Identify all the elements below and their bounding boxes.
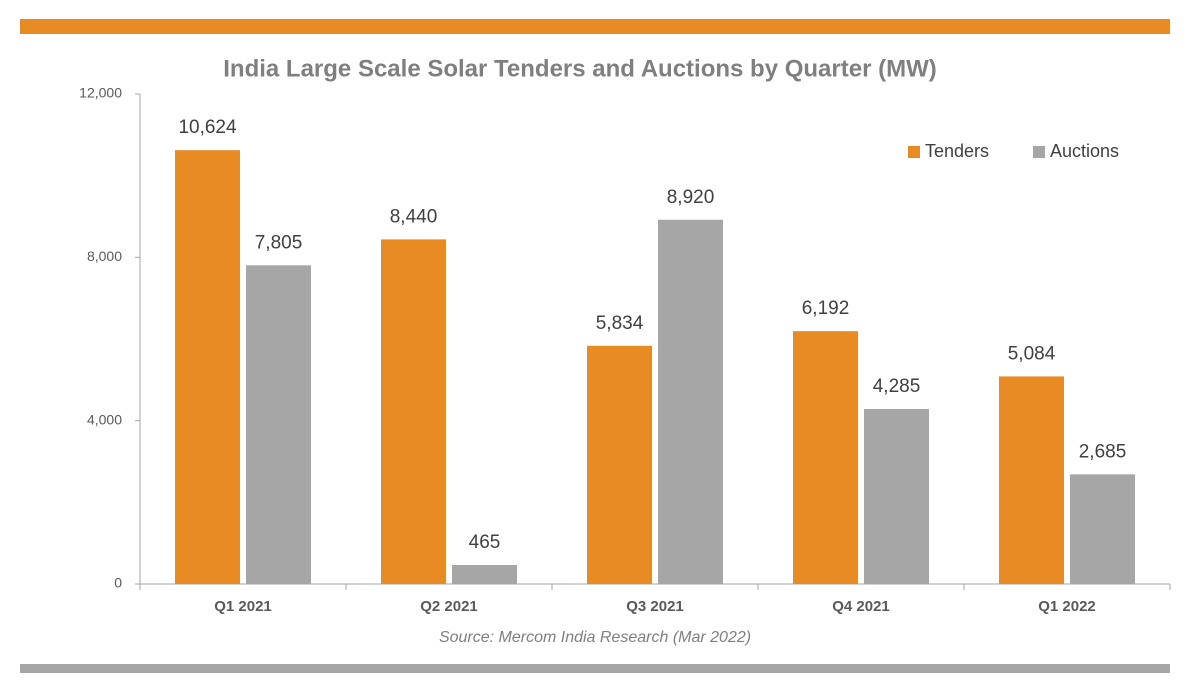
x-tick-label: Q1 2022: [1038, 598, 1096, 615]
legend-swatch: [908, 146, 920, 158]
legend-swatch: [1033, 146, 1045, 158]
bar: [999, 376, 1064, 584]
y-tick-label: 8,000: [87, 248, 122, 264]
x-tick-label: Q2 2021: [420, 598, 478, 615]
bar: [1070, 474, 1135, 584]
x-tick-label: Q1 2021: [214, 598, 272, 615]
value-label: 8,920: [667, 187, 715, 208]
bar: [175, 150, 240, 585]
value-label: 465: [469, 532, 501, 553]
value-label: 2,685: [1079, 441, 1127, 462]
legend-label: Tenders: [925, 141, 989, 161]
bar: [793, 331, 858, 584]
value-label: 6,192: [802, 298, 850, 319]
top-banner: [20, 19, 1170, 34]
y-tick-label: 4,000: [87, 411, 122, 427]
bottom-banner: [20, 664, 1170, 673]
value-label: 5,084: [1008, 343, 1056, 364]
y-tick-label: 0: [114, 575, 122, 591]
value-label: 7,805: [255, 232, 303, 253]
y-tick-label: 12,000: [79, 85, 122, 101]
bar: [864, 409, 929, 584]
chart-title: India Large Scale Solar Tenders and Auct…: [223, 55, 936, 82]
value-label: 4,285: [873, 376, 921, 397]
value-label: 10,624: [178, 117, 237, 138]
source-note: Source: Mercom India Research (Mar 2022): [439, 629, 751, 646]
x-tick-label: Q3 2021: [626, 598, 684, 615]
bar: [246, 265, 311, 584]
bar: [658, 219, 723, 584]
bar: [587, 345, 652, 584]
x-tick-label: Q4 2021: [832, 598, 890, 615]
value-label: 8,440: [390, 206, 438, 227]
legend-label: Auctions: [1050, 141, 1119, 161]
bar: [452, 565, 517, 584]
bar: [381, 239, 446, 584]
value-label: 5,834: [596, 313, 644, 334]
